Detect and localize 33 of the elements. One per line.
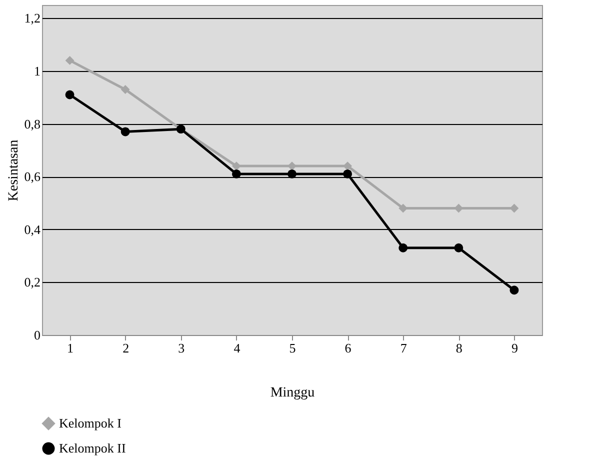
x-tick-label: 4 <box>234 340 241 356</box>
point <box>288 169 296 178</box>
point <box>288 162 296 171</box>
point <box>120 85 130 94</box>
y-tick-label: 0,6 <box>24 169 41 184</box>
point <box>65 90 74 100</box>
point <box>510 286 519 295</box>
x-tick-label: 8 <box>456 340 462 356</box>
x-tick-label: 5 <box>289 340 296 356</box>
legend-label: Kelompok II <box>59 440 126 456</box>
y-tick-label: 0,4 <box>24 222 41 237</box>
x-tick-label: 2 <box>122 340 130 356</box>
x-tick-label: 3 <box>178 340 185 356</box>
point <box>65 56 74 65</box>
y-tick-label: 0 <box>34 328 40 342</box>
point <box>343 169 352 178</box>
x-axis-title: Minggu <box>270 386 315 400</box>
y-axis-title: Kesintasan <box>6 140 22 202</box>
x-tick-label: 7 <box>400 340 408 356</box>
point <box>232 169 241 178</box>
point <box>232 162 241 171</box>
x-tick-label: 6 <box>344 340 352 356</box>
x-tick-label: 9 <box>511 340 518 356</box>
y-tick-label: 0,2 <box>24 274 40 290</box>
point <box>398 243 408 252</box>
point <box>343 162 352 171</box>
y-tick-label: 1,2 <box>24 10 40 26</box>
legend-label: Kelompok I <box>59 416 122 430</box>
y-tick-label: 0,8 <box>24 116 40 132</box>
x-tick-label: 1 <box>67 340 74 356</box>
point <box>454 243 464 252</box>
y-tick-label: 1 <box>34 64 40 78</box>
point <box>120 127 130 136</box>
